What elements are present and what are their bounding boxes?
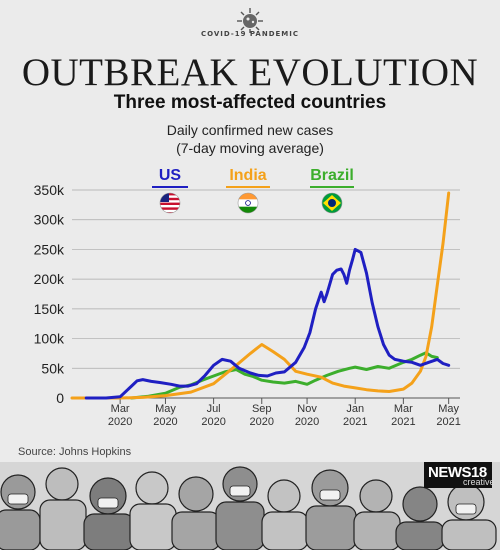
badge-text: COVID-19 PANDEMIC [200, 30, 299, 38]
legend-india-underline [226, 186, 270, 188]
legend-us-label: US [158, 167, 182, 184]
x-tick-label-3: Sep [252, 403, 272, 415]
x-tick-year-2: 2020 [201, 416, 225, 428]
x-tick-label-2: Jul [207, 403, 221, 415]
virus-icon [237, 8, 263, 33]
us-flag-icon [159, 192, 181, 214]
y-tick-label-5: 250k [34, 241, 65, 257]
y-tick-label-2: 100k [34, 331, 65, 347]
brazil-flag-icon [321, 192, 343, 214]
y-tick-label-7: 350k [34, 182, 65, 198]
x-tick-year-6: 2021 [391, 416, 415, 428]
x-tick-year-0: 2020 [108, 416, 132, 428]
x-tick-year-3: 2020 [250, 416, 274, 428]
y-tick-label-1: 50k [41, 360, 65, 376]
logo-sub-text: creative [463, 477, 495, 487]
y-tick-label-0: 0 [56, 390, 64, 406]
y-tick-label-4: 200k [34, 271, 65, 287]
legend-india: India [213, 167, 283, 214]
legend-brazil-underline [310, 186, 354, 188]
legend-brazil: Brazil [297, 167, 367, 214]
line-chart: 050k100k150k200k250k300k350kMar2020May20… [34, 182, 461, 428]
x-tick-label-7: May [438, 403, 459, 415]
legend-us-underline [152, 186, 188, 188]
legend-brazil-label: Brazil [310, 167, 354, 184]
x-tick-label-5: Jan [346, 403, 364, 415]
y-tick-label-6: 300k [34, 212, 65, 228]
logo-main-text: NEWS18 [428, 464, 487, 481]
y-tick-label-3: 150k [34, 301, 65, 317]
page-subtitle: Three most-affected countries [113, 92, 387, 113]
series-line-us [84, 247, 451, 400]
badge: COVID-19 PANDEMIC [200, 6, 300, 46]
x-tick-label-0: Mar [111, 403, 130, 415]
x-tick-year-5: 2021 [343, 416, 367, 428]
legend-us: US [135, 167, 205, 214]
news18-logo: NEWS18 creative [424, 462, 495, 488]
x-tick-label-1: May [155, 403, 176, 415]
chart-note-line1: Daily confirmed new cases [166, 122, 334, 138]
x-tick-label-4: Nov [297, 403, 317, 415]
x-tick-year-7: 2021 [436, 416, 460, 428]
chart-note-line2: (7-day moving average) [176, 140, 324, 156]
source-note: Source: Johns Hopkins [18, 446, 132, 458]
x-tick-year-4: 2020 [295, 416, 319, 428]
india-flag-icon [237, 192, 259, 214]
crowd-illustration-icon [0, 462, 500, 550]
page-title: OUTBREAK EVOLUTION [21, 51, 479, 94]
x-tick-label-6: Mar [394, 403, 413, 415]
legend-india-label: India [229, 167, 267, 184]
x-tick-year-1: 2020 [153, 416, 177, 428]
